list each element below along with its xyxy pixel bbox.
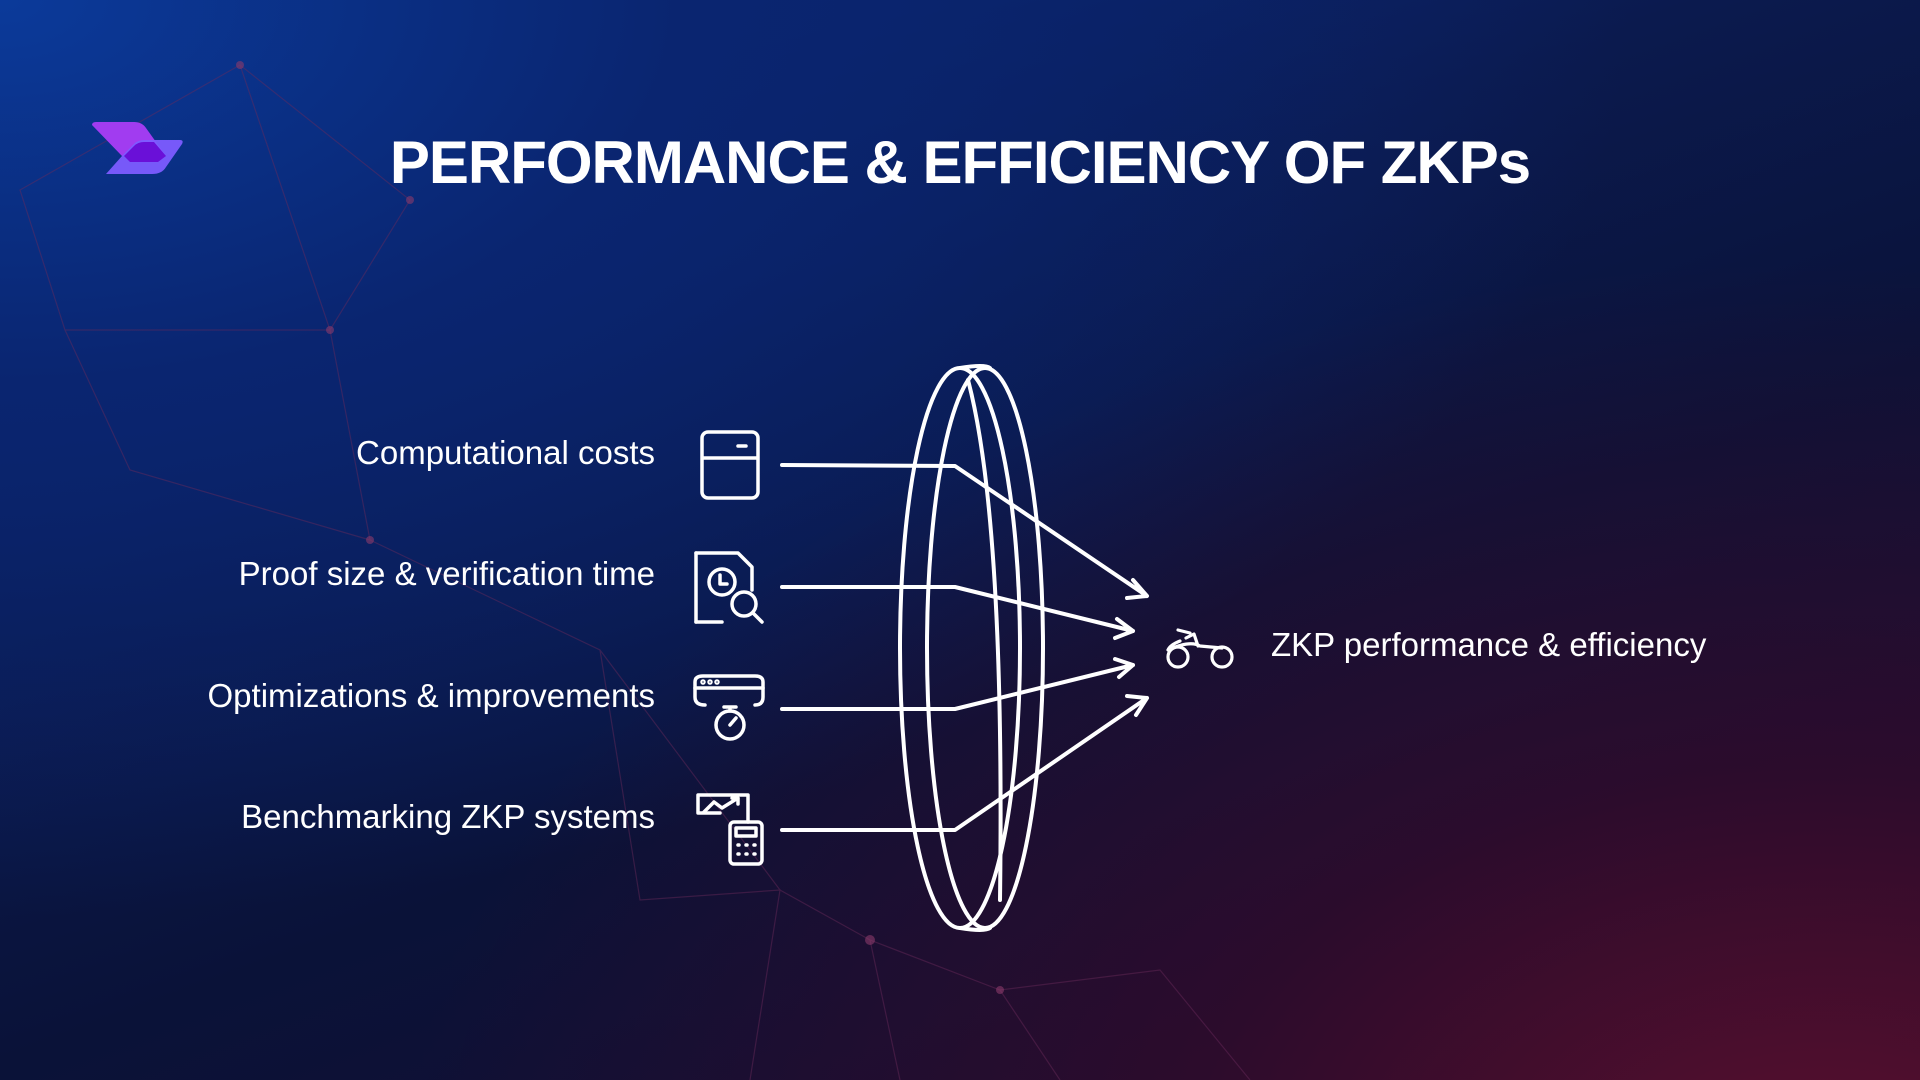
input-label-benchmarking: Benchmarking ZKP systems	[241, 798, 655, 835]
connector-lines	[780, 463, 1149, 832]
page-title: PERFORMANCE & EFFICIENCY OF ZKPs	[389, 129, 1531, 196]
browser-stopwatch-icon	[693, 674, 765, 741]
input-label-optimizations: Optimizations & improvements	[207, 677, 655, 714]
chart-calculator-icon	[696, 793, 764, 866]
bicycle-icon	[1166, 628, 1234, 669]
server-icon	[700, 430, 760, 500]
brand-logo	[92, 122, 183, 174]
input-label-proof-size: Proof size & verification time	[238, 555, 655, 592]
lens-shape	[898, 364, 1045, 932]
document-clock-search-icon	[694, 551, 764, 624]
input-label-computational-costs: Computational costs	[356, 434, 655, 471]
output-label: ZKP performance & efficiency	[1271, 626, 1707, 663]
